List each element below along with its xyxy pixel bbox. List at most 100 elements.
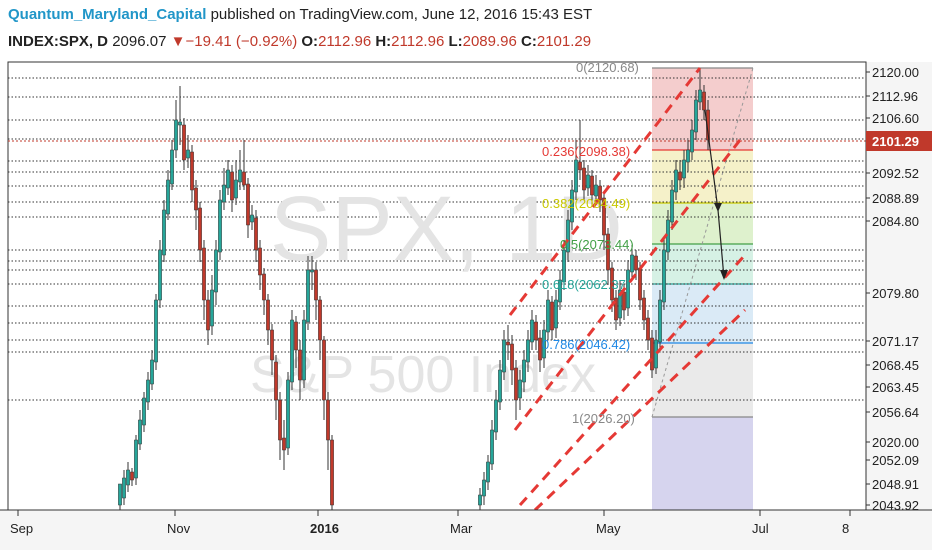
projection-line (717, 209, 725, 279)
price-label: 2052.09 (872, 453, 919, 468)
price-label: 2106.60 (872, 111, 919, 126)
candle-body (238, 169, 242, 183)
time-label: May (596, 521, 621, 536)
candle-body (686, 149, 690, 163)
candle-body (694, 99, 698, 133)
candle-body (306, 269, 310, 323)
candle-body (314, 269, 318, 301)
candle-body (606, 233, 610, 271)
price-label: 2092.52 (872, 166, 919, 181)
time-label: Nov (167, 521, 191, 536)
candle-body (526, 339, 530, 363)
fib-level-label: 1(2026.20) (572, 411, 635, 426)
fib-level-label: 0.236(2098.38) (542, 144, 630, 159)
candle-body (274, 361, 278, 401)
price-label: 2068.45 (872, 358, 919, 373)
candle-body (206, 299, 210, 331)
candle-body (250, 214, 254, 223)
time-label: Sep (10, 521, 33, 536)
time-axis[interactable] (0, 510, 932, 550)
price-label: 2056.64 (872, 405, 919, 420)
candle-body (602, 197, 606, 236)
candle-body (674, 169, 678, 193)
time-axis-labels: Sep Nov 2016 Mar May Jul 8 (10, 510, 851, 536)
price-label: 2079.80 (872, 286, 919, 301)
fib-zone (652, 417, 753, 510)
candle-body (482, 479, 486, 497)
candle-body (662, 249, 666, 303)
channel-line (533, 308, 747, 512)
candle-body (246, 183, 250, 226)
open-label: O: (301, 33, 319, 50)
candle-body (214, 249, 218, 293)
price-label: 2020.00 (872, 435, 919, 450)
price-label: 2084.80 (872, 214, 919, 229)
candle-body (126, 469, 130, 486)
candle-body (646, 317, 650, 341)
publish-info: published on TradingView.com, June 12, 2… (210, 6, 593, 23)
candle-body (310, 269, 314, 273)
candle-body (498, 369, 502, 403)
candle-body (550, 301, 554, 331)
candle-body (122, 477, 126, 499)
candle-body (146, 379, 150, 403)
high-value: 2112.96 (391, 33, 445, 50)
candle-body (658, 299, 662, 343)
candle-body (698, 89, 702, 103)
candle-body (610, 267, 614, 301)
candlesticks (118, 70, 710, 510)
candle-body (622, 291, 626, 311)
down-arrow-icon: ▼ (170, 33, 186, 50)
candle-body (626, 269, 630, 309)
candle-body (154, 299, 158, 363)
candle-body (530, 319, 534, 343)
candle-body (178, 121, 182, 126)
candle-body (678, 171, 682, 181)
candle-body (242, 171, 246, 186)
chart-header: Quantum_Maryland_Capital published on Tr… (0, 0, 932, 62)
channel-line (518, 253, 747, 507)
candle-body (270, 329, 274, 361)
current-price-badge (866, 131, 932, 151)
candle-body (562, 249, 566, 283)
candle-body (158, 249, 162, 301)
fib-zones (651, 67, 754, 510)
candle-body (194, 187, 198, 211)
trend-channel[interactable] (508, 67, 747, 512)
candle-body (326, 399, 330, 441)
price-label: 2048.91 (872, 477, 919, 492)
candle-body (130, 471, 134, 481)
candle-body (174, 119, 178, 151)
projection-line (704, 109, 719, 211)
candle-body (258, 247, 262, 276)
candle-body (634, 255, 638, 271)
fib-level-label: 0.382(2084.49) (542, 196, 630, 211)
candle-body (190, 151, 194, 191)
arrow-head-icon (714, 203, 722, 212)
candle-body (642, 297, 646, 321)
candle-body (510, 343, 514, 371)
symbol-label[interactable]: INDEX:SPX, D (8, 33, 109, 50)
candle-body (614, 297, 618, 321)
candle-body (514, 367, 518, 401)
candle-body (534, 321, 538, 341)
candle-body (222, 184, 226, 203)
candle-body (278, 399, 282, 441)
candle-body (142, 397, 146, 426)
candle-body (538, 337, 542, 361)
fib-zone (652, 284, 753, 343)
candle-body (322, 339, 326, 401)
publisher-link[interactable]: Quantum_Maryland_Capital (8, 6, 207, 23)
candle-body (282, 437, 286, 451)
candle-body (478, 494, 482, 506)
candle-body (254, 217, 258, 251)
candle-body (590, 175, 594, 196)
candle-body (166, 179, 170, 215)
fib-zone (652, 150, 753, 203)
fib-zone (652, 343, 753, 417)
candle-body (598, 185, 602, 201)
time-label: 2016 (310, 521, 339, 536)
candle-body (506, 341, 510, 346)
candle-body (298, 349, 302, 381)
